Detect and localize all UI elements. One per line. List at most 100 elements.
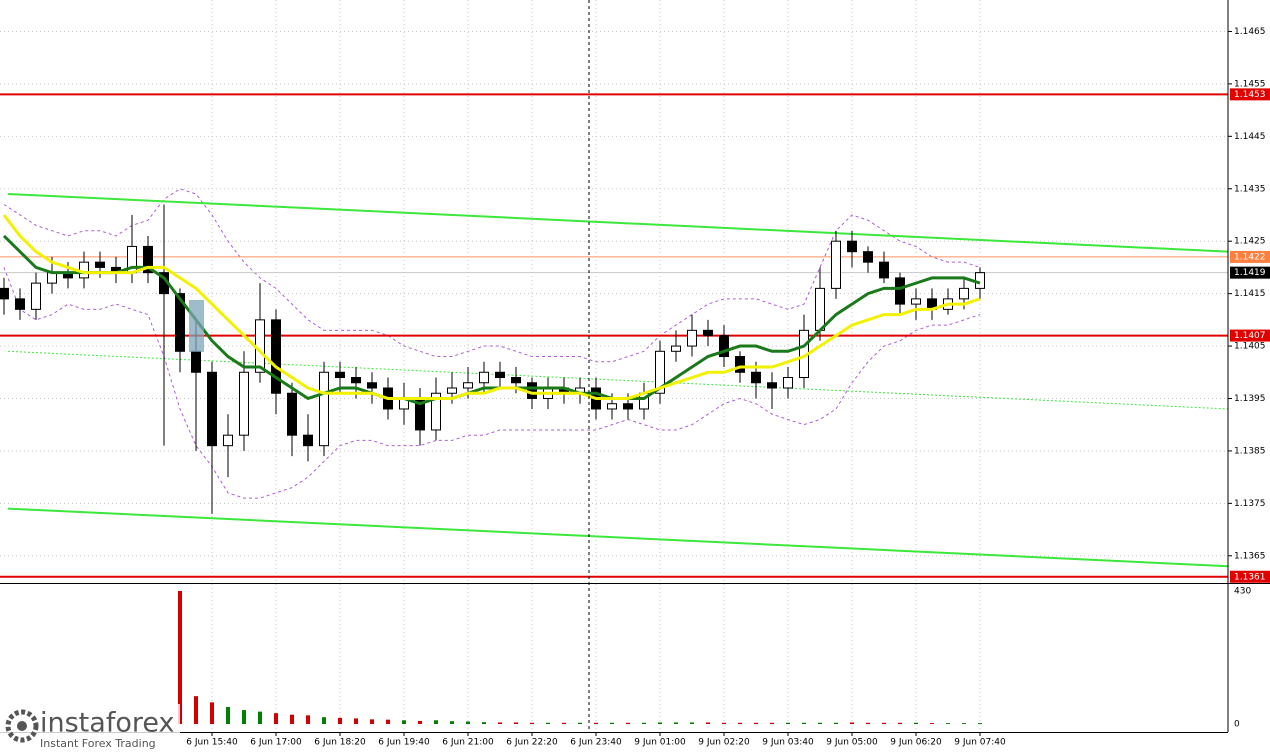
candle-body bbox=[175, 293, 185, 352]
x-tick-label: 6 Jun 17:00 bbox=[250, 738, 302, 748]
candle-body bbox=[687, 329, 697, 347]
logo-icon bbox=[5, 709, 39, 743]
logo: instaforex Instant Forex Trading bbox=[0, 704, 180, 752]
candle-body bbox=[351, 377, 361, 384]
candle-body bbox=[463, 382, 473, 389]
candle-body bbox=[335, 371, 345, 379]
level-label: 1.1453 bbox=[1234, 90, 1266, 100]
volume-bar bbox=[338, 717, 342, 724]
volume-bar bbox=[898, 722, 902, 724]
level-label: 1.1361 bbox=[1234, 572, 1266, 582]
volume-bar bbox=[946, 723, 950, 724]
candle-body bbox=[447, 387, 457, 394]
candle-body bbox=[47, 272, 57, 284]
x-tick-label: 9 Jun 06:20 bbox=[890, 738, 942, 748]
volume-bar bbox=[674, 722, 678, 724]
volume-bar bbox=[562, 722, 566, 724]
candle-body bbox=[671, 345, 681, 352]
x-tick-label: 9 Jun 03:40 bbox=[762, 738, 814, 748]
volume-bar bbox=[386, 719, 390, 724]
y-tick-label: 1.1435 bbox=[1234, 184, 1266, 194]
candle-body bbox=[783, 377, 793, 389]
candle-body bbox=[287, 392, 297, 436]
y-tick-label: 1.1395 bbox=[1234, 394, 1266, 404]
volume-bar bbox=[178, 590, 182, 724]
candle-body bbox=[479, 371, 489, 384]
volume-bar bbox=[914, 722, 918, 724]
volume-bar bbox=[610, 722, 614, 724]
y-tick-label: 1.1455 bbox=[1234, 79, 1266, 89]
candle-body bbox=[31, 282, 41, 310]
volume-bar bbox=[802, 722, 806, 724]
candle-body bbox=[911, 298, 921, 305]
volume-bar bbox=[530, 722, 534, 724]
candle-body bbox=[527, 382, 537, 399]
bollinger-band bbox=[3, 267, 981, 499]
candle-body bbox=[735, 356, 745, 373]
logo-brand: instaforex bbox=[40, 708, 174, 739]
x-tick-label: 6 Jun 18:20 bbox=[314, 738, 366, 748]
volume-bar bbox=[242, 710, 246, 724]
volume-bar bbox=[770, 722, 774, 724]
x-tick-label: 6 Jun 19:40 bbox=[378, 738, 430, 748]
volume-bar bbox=[754, 722, 758, 724]
volume-bar bbox=[882, 722, 886, 724]
candle-body bbox=[719, 335, 729, 358]
volume-bar bbox=[786, 722, 790, 724]
volume-bar bbox=[626, 722, 630, 724]
x-tick-label: 6 Jun 21:00 bbox=[442, 738, 494, 748]
volume-bar bbox=[418, 720, 422, 724]
candle-body bbox=[367, 382, 377, 389]
y-tick-label: 1.1425 bbox=[1234, 237, 1266, 247]
volume-bar bbox=[258, 711, 262, 724]
x-tick-label: 6 Jun 23:40 bbox=[570, 738, 622, 748]
candle-body bbox=[847, 240, 857, 253]
volume-bar bbox=[514, 722, 518, 724]
bollinger-band bbox=[3, 188, 981, 363]
level-box bbox=[1230, 266, 1270, 279]
volume-bar bbox=[834, 722, 838, 724]
moving-average bbox=[2, 234, 981, 406]
candle-body bbox=[879, 261, 889, 279]
level-label: 1.1407 bbox=[1234, 331, 1266, 341]
volume-bar bbox=[498, 722, 502, 724]
volume-bar bbox=[274, 713, 278, 724]
level-box bbox=[1230, 250, 1270, 263]
y-tick-label: 1.1405 bbox=[1234, 342, 1266, 352]
x-tick-label: 9 Jun 02:20 bbox=[698, 738, 750, 748]
volume-bar bbox=[370, 719, 374, 724]
candle-body bbox=[815, 287, 825, 331]
candle-body bbox=[143, 245, 153, 274]
candle-body bbox=[975, 272, 985, 289]
y-tick-label: 1.1465 bbox=[1234, 27, 1266, 37]
trendline bbox=[7, 193, 1229, 253]
volume-bar bbox=[962, 723, 966, 724]
highlight-box bbox=[189, 300, 204, 352]
candle-body bbox=[831, 240, 841, 289]
candle-body bbox=[959, 287, 969, 300]
volume-bar bbox=[290, 714, 294, 724]
volume-bar bbox=[738, 722, 742, 724]
volume-bar bbox=[194, 696, 198, 724]
candle-body bbox=[0, 287, 9, 300]
volume-bar bbox=[642, 722, 646, 724]
candle-body bbox=[607, 403, 617, 410]
y-tick-label: 1.1385 bbox=[1234, 446, 1266, 456]
candle-body bbox=[239, 371, 249, 436]
volume-bar bbox=[210, 702, 214, 724]
candle-body bbox=[95, 261, 105, 268]
volume-bar bbox=[482, 722, 486, 724]
candle-body bbox=[703, 329, 713, 337]
candle-body bbox=[207, 371, 217, 447]
y-tick-label: 1.1375 bbox=[1234, 499, 1266, 509]
volume-bar bbox=[306, 715, 310, 724]
plot-layer bbox=[0, 0, 1229, 732]
volume-bar bbox=[706, 722, 710, 724]
candle-body bbox=[223, 434, 233, 447]
volume-bar bbox=[402, 720, 406, 724]
volume-tick-label: 0 bbox=[1234, 720, 1240, 730]
volume-bar bbox=[818, 722, 822, 724]
volume-bar bbox=[450, 721, 454, 724]
candle-body bbox=[431, 392, 441, 431]
candle-body bbox=[79, 261, 89, 279]
